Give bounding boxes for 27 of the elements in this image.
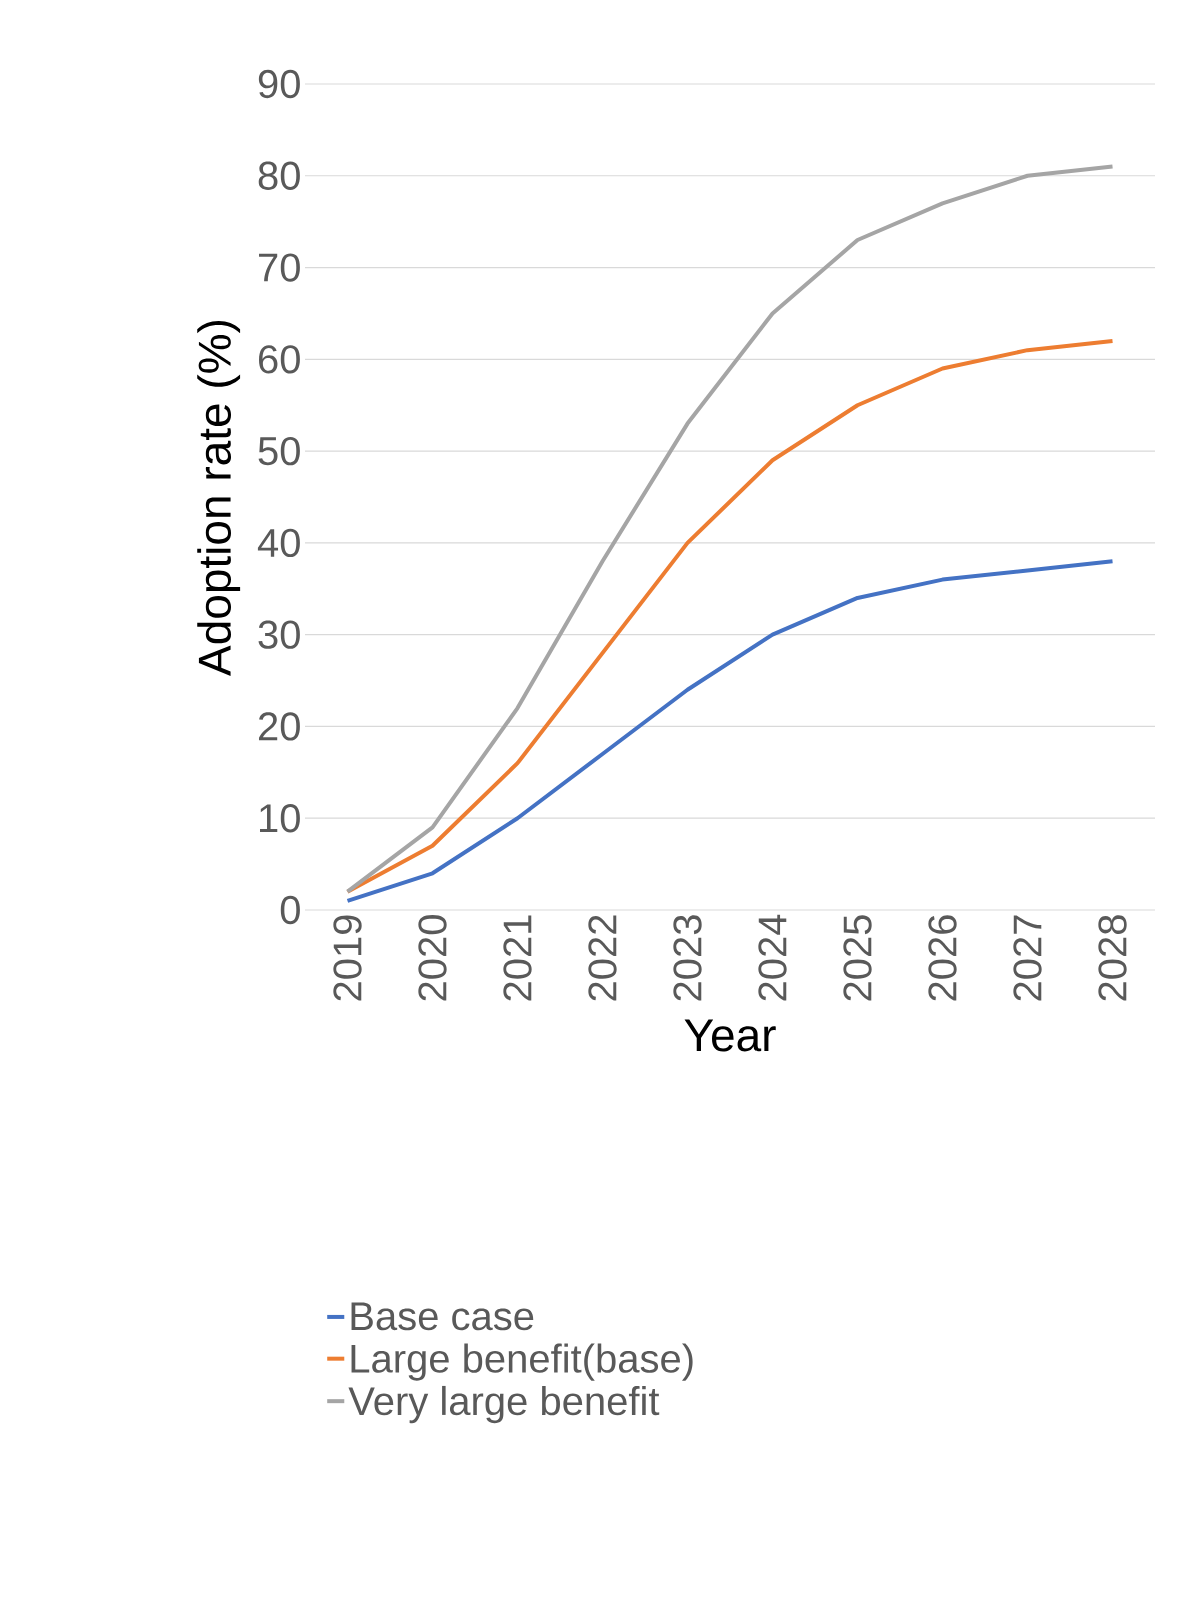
y-axis-title: Adoption rate (%) xyxy=(197,320,241,676)
y-tick-label: 80 xyxy=(258,161,300,190)
y-tick-label: 20 xyxy=(258,712,300,741)
x-tick-label: 2020 xyxy=(418,915,447,1001)
y-tick-label: 10 xyxy=(260,804,300,833)
y-tick-label: 0 xyxy=(280,895,300,925)
x-tick-label: 2023 xyxy=(673,915,702,1001)
legend-label: Base case xyxy=(351,1302,534,1331)
x-tick-label: 2019 xyxy=(333,915,362,1001)
y-tick-label: 60 xyxy=(259,345,300,374)
legend-label: Very large benefit xyxy=(348,1385,660,1424)
x-axis-title: Year xyxy=(684,1019,776,1052)
y-tick-label: 70 xyxy=(259,253,300,282)
x-tick-label: 2024 xyxy=(758,914,787,1001)
y-tick-label: 50 xyxy=(258,436,300,466)
x-tick-label: 2027 xyxy=(1013,915,1042,1001)
x-tick-label: 2022 xyxy=(588,915,617,1001)
x-tick-label: 2026 xyxy=(928,915,957,1001)
line-series xyxy=(345,164,1115,894)
x-tick-label: 2028 xyxy=(1098,915,1127,1001)
y-tick-label: 30 xyxy=(258,620,300,649)
x-tick-label: 2021 xyxy=(503,915,532,1001)
line-series xyxy=(345,559,1115,903)
y-tick-label: 90 xyxy=(258,69,300,99)
y-tick-label: 40 xyxy=(257,528,300,558)
legend-label: Large benefit(base) xyxy=(351,1343,693,1381)
x-tick-label: 2025 xyxy=(843,915,872,1001)
